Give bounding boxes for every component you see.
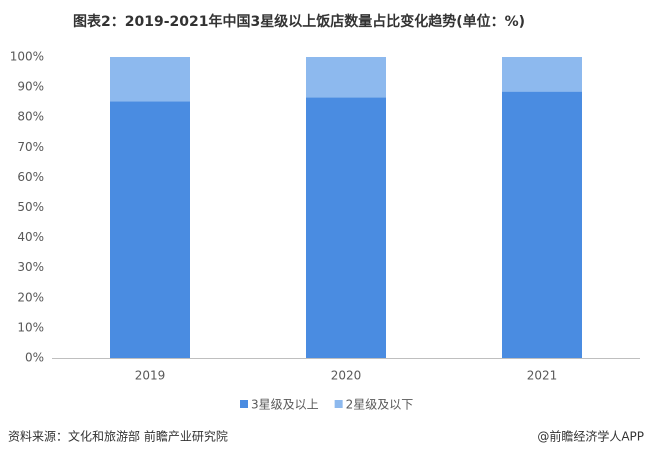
legend-label: 2星级及以下 <box>346 398 414 412</box>
y-tick-label: 90% <box>17 80 44 94</box>
bar-segment <box>306 97 386 359</box>
y-tick-label: 100% <box>10 50 44 64</box>
legend-label: 3星级及以上 <box>251 398 319 412</box>
credit: @前瞻经济学人APP <box>537 429 644 444</box>
y-tick-label: 30% <box>17 260 44 274</box>
legend-swatch <box>240 400 248 408</box>
chart-title: 图表2：2019-2021年中国3星级以上饭店数量占比变化趋势(单位：%) <box>73 13 525 30</box>
bar-segment <box>502 57 582 92</box>
bar-segment <box>110 101 190 358</box>
bar-segment <box>502 91 582 359</box>
x-tick-label: 2019 <box>135 369 166 383</box>
y-tick-label: 50% <box>17 200 44 214</box>
x-tick-label: 2020 <box>331 369 362 383</box>
bar-segment <box>110 57 190 102</box>
y-tick-label: 0% <box>25 351 44 365</box>
y-tick-label: 70% <box>17 140 44 154</box>
legend-swatch <box>334 400 343 408</box>
y-tick-label: 20% <box>17 290 44 304</box>
y-tick-label: 10% <box>17 320 44 334</box>
source: 资料来源：文化和旅游部 前瞻产业研究院 <box>8 429 228 444</box>
y-tick-label: 40% <box>17 230 44 244</box>
y-tick-label: 80% <box>17 110 44 124</box>
y-tick-label: 60% <box>17 170 44 184</box>
x-tick-label: 2021 <box>527 369 558 383</box>
bar-segment <box>306 57 386 98</box>
